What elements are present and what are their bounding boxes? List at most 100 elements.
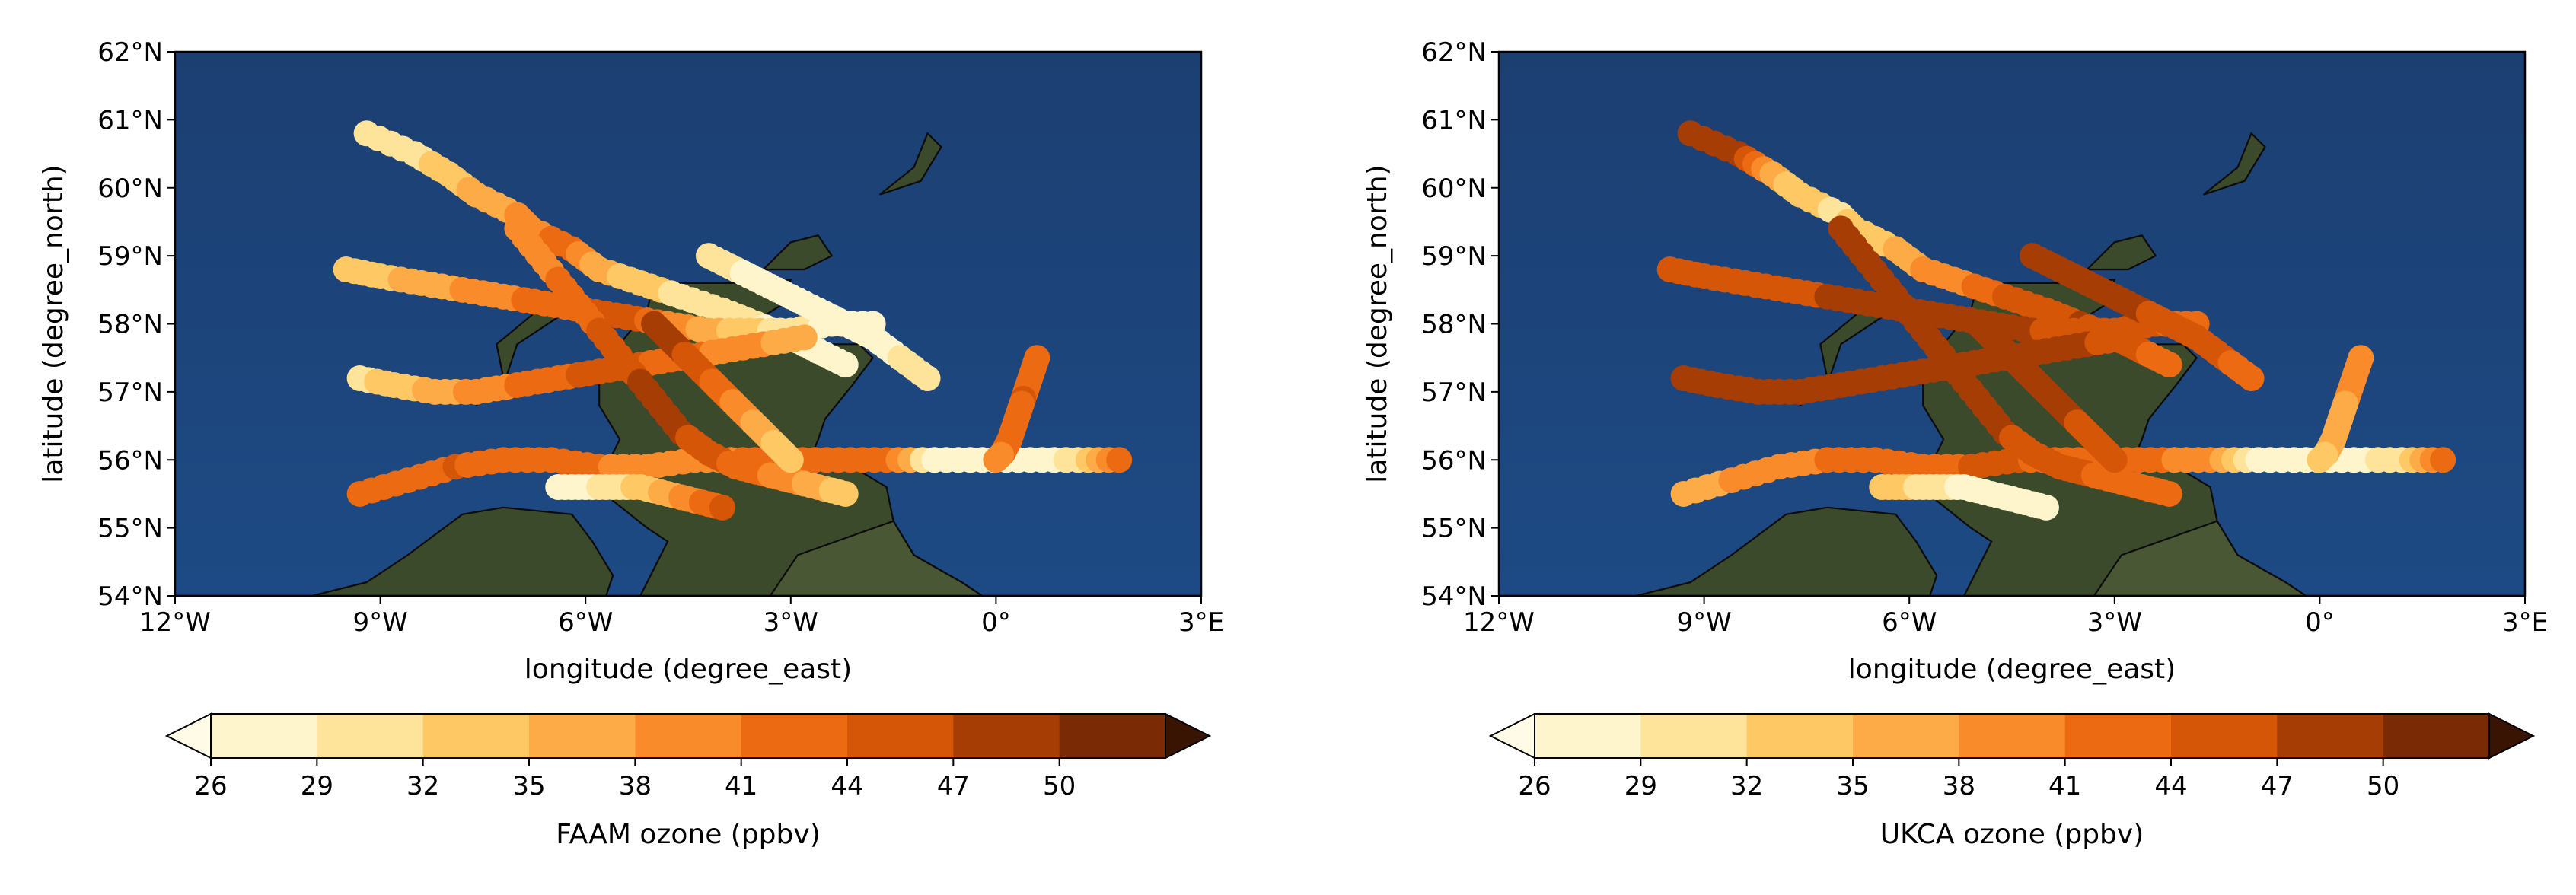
ozone-point xyxy=(2115,324,2141,351)
colorbar-extend-high xyxy=(1165,712,1212,760)
colorbar-segment xyxy=(1640,714,1748,758)
y-tick-label: 57°N xyxy=(97,377,163,408)
colorbar-segment xyxy=(1535,714,1641,758)
x-tick-label: 0° xyxy=(981,607,1011,638)
colorbar-segment xyxy=(211,714,317,758)
ozone-point xyxy=(832,352,859,378)
land-1 xyxy=(1635,506,1938,596)
x-tick-label: 6°W xyxy=(558,607,613,638)
y-tick-label: 62°N xyxy=(97,37,163,68)
land-5 xyxy=(878,132,942,196)
flight-track-5 xyxy=(504,215,859,507)
colorbar-segment xyxy=(317,714,424,758)
colorbar-segment xyxy=(953,714,1060,758)
x-tick-label: 3°W xyxy=(2087,607,2142,638)
ozone-point xyxy=(2156,480,2182,507)
flight-track-9 xyxy=(545,474,735,521)
ozone-point xyxy=(914,365,941,391)
ozone-point xyxy=(2430,447,2456,473)
land-england xyxy=(2093,520,2308,596)
colorbar-segment xyxy=(635,714,742,758)
x-axis-label: longitude (degree_east) xyxy=(524,654,852,685)
y-tick-label: 55°N xyxy=(97,514,163,544)
y-tick-label: 60°N xyxy=(97,174,163,204)
colorbar-tick-label: 35 xyxy=(512,771,545,801)
map-panel-1: 12°W 9°W 6°W 3°W 0° 3°E 54°N 55°N 56°N 57°N 58°N 59… xyxy=(38,37,1224,850)
y-tick-label: 59°N xyxy=(1421,241,1487,272)
colorbar-tick-label: 50 xyxy=(2367,771,2399,801)
colorbar-segment xyxy=(847,714,954,758)
colorbar-tick-label: 32 xyxy=(1730,771,1763,801)
colorbar-tick-label: 29 xyxy=(1624,771,1657,801)
y-tick-label: 56°N xyxy=(1421,445,1487,476)
colorbar-tick-label: 32 xyxy=(406,771,439,801)
colorbar-tick-label: 47 xyxy=(937,771,970,801)
x-tick-label: 9°W xyxy=(352,607,407,638)
y-axis-label: latitude (degree_north) xyxy=(1362,164,1393,483)
flight-track-5 xyxy=(1828,215,2182,507)
y-tick-label: 57°N xyxy=(1421,377,1487,408)
ozone-point xyxy=(709,494,735,521)
map-content xyxy=(1635,120,2456,596)
colorbar-tick-label: 50 xyxy=(1043,771,1076,801)
colorbar-tick-label: 26 xyxy=(1518,771,1551,801)
x-tick-label: 0° xyxy=(2305,607,2335,638)
y-tick-label: 56°N xyxy=(97,445,163,476)
x-tick-label: 3°E xyxy=(2502,607,2548,638)
colorbar-extend-high xyxy=(2488,712,2536,760)
x-tick-label: 3°W xyxy=(764,607,818,638)
y-tick-label: 58°N xyxy=(1421,310,1487,340)
colorbar-segment xyxy=(529,714,636,758)
land-4 xyxy=(761,234,834,271)
colorbar-frame xyxy=(1534,713,2490,759)
ozone-point xyxy=(2238,365,2265,391)
flight-track-8 xyxy=(641,311,804,473)
x-axis-label: longitude (degree_east) xyxy=(1848,654,2176,685)
ozone-point xyxy=(2307,447,2333,473)
colorbar-segment xyxy=(2383,714,2490,758)
colorbar-segment xyxy=(2277,714,2384,758)
land-1 xyxy=(311,506,614,596)
colorbar-segment xyxy=(1059,714,1166,758)
ozone-point xyxy=(1106,447,1133,473)
ozone-point xyxy=(2156,352,2182,378)
land-4 xyxy=(2085,234,2157,271)
y-tick-label: 55°N xyxy=(1421,514,1487,544)
x-tick-label: 12°W xyxy=(139,607,211,638)
colorbar-label: UKCA ozone (ppbv) xyxy=(1880,819,2144,850)
colorbar-segment xyxy=(1959,714,2066,758)
colorbar-tick-label: 35 xyxy=(1836,771,1869,801)
flight-track-6 xyxy=(695,243,941,391)
x-tick-label: 3°E xyxy=(1178,607,1224,638)
y-tick-label: 61°N xyxy=(1421,105,1487,135)
colorbar-segment xyxy=(2064,714,2172,758)
y-tick-label: 61°N xyxy=(97,105,163,135)
x-tick-label: 6°W xyxy=(1882,607,1937,638)
colorbar-tick-label: 41 xyxy=(2048,771,2081,801)
ozone-point xyxy=(777,447,804,473)
y-tick-label: 59°N xyxy=(97,241,163,272)
colorbar-label: FAAM ozone (ppbv) xyxy=(556,819,820,850)
ozone-point xyxy=(832,480,859,507)
colorbar-tick-label: 29 xyxy=(301,771,333,801)
flight-track-6 xyxy=(2019,243,2265,391)
map-panel-2: 12°W 9°W 6°W 3°W 0° 3°E 54°N 55°N 56°N 57°N 58°N 59… xyxy=(1362,37,2548,850)
land-england xyxy=(769,520,984,596)
y-tick-label: 60°N xyxy=(1421,174,1487,204)
y-tick-label: 54°N xyxy=(1421,581,1487,612)
colorbar-segment xyxy=(1746,714,1854,758)
colorbar-tick-label: 47 xyxy=(2261,771,2294,801)
ozone-point xyxy=(2101,447,2128,473)
colorbar-segment xyxy=(422,714,530,758)
colorbar-tick-label: 41 xyxy=(725,771,757,801)
colorbar-extend-low xyxy=(1488,712,1535,760)
colorbar-tick-label: 38 xyxy=(619,771,652,801)
map-content xyxy=(311,120,1133,596)
colorbar-tick-label: 44 xyxy=(2154,771,2187,801)
y-axis-label: latitude (degree_north) xyxy=(38,164,69,483)
y-tick-label: 58°N xyxy=(97,310,163,340)
ozone-point xyxy=(791,324,818,351)
x-tick-label: 12°W xyxy=(1463,607,1535,638)
colorbar-segment xyxy=(2171,714,2278,758)
